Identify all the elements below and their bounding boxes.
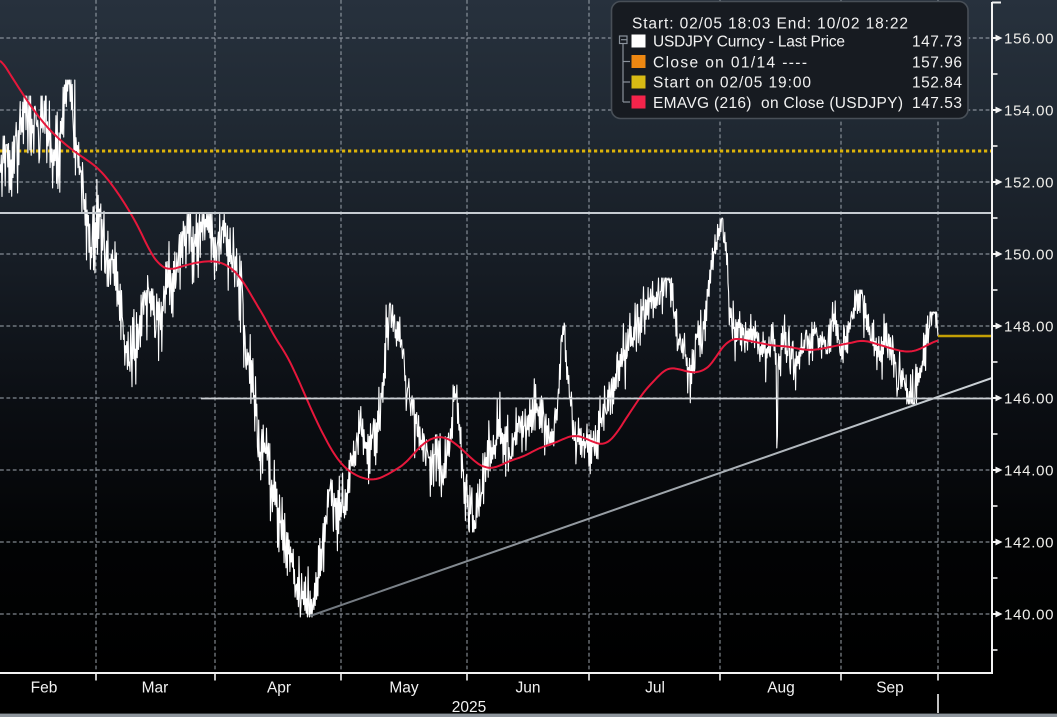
svg-text:USDJPY Curncy - Last Price: USDJPY Curncy - Last Price <box>653 34 845 51</box>
svg-text:Close on 01/14 ----: Close on 01/14 ---- <box>653 54 807 71</box>
svg-text:144.00: 144.00 <box>1004 462 1054 479</box>
svg-text:Jul: Jul <box>645 680 665 697</box>
svg-text:152.00: 152.00 <box>1004 174 1054 191</box>
svg-text:156.00: 156.00 <box>1004 30 1054 47</box>
svg-text:Apr: Apr <box>267 680 291 697</box>
svg-text:154.00: 154.00 <box>1004 102 1054 119</box>
svg-text:152.84: 152.84 <box>912 75 962 92</box>
svg-text:Sep: Sep <box>876 680 904 697</box>
svg-text:157.96: 157.96 <box>912 54 962 71</box>
svg-text:147.73: 147.73 <box>912 34 962 51</box>
svg-text:Feb: Feb <box>31 680 58 697</box>
svg-text:Aug: Aug <box>767 680 795 697</box>
svg-text:140.00: 140.00 <box>1004 606 1054 623</box>
svg-text:150.00: 150.00 <box>1004 246 1054 263</box>
svg-text:Jun: Jun <box>516 680 541 697</box>
svg-text:Mar: Mar <box>142 680 169 697</box>
svg-text:May: May <box>389 680 419 697</box>
svg-text:Start: 02/05 18:03 End: 10/02: Start: 02/05 18:03 End: 10/02 18:22 <box>632 16 908 33</box>
svg-text:142.00: 142.00 <box>1004 534 1054 551</box>
svg-text:Start on 02/05 19:00: Start on 02/05 19:00 <box>653 75 811 92</box>
svg-text:148.00: 148.00 <box>1004 318 1054 335</box>
svg-text:EMAVG (216) on Close (USDJPY): EMAVG (216) on Close (USDJPY) <box>653 95 903 112</box>
svg-text:2025: 2025 <box>452 699 486 716</box>
svg-text:147.53: 147.53 <box>912 95 962 112</box>
svg-text:146.00: 146.00 <box>1004 390 1054 407</box>
